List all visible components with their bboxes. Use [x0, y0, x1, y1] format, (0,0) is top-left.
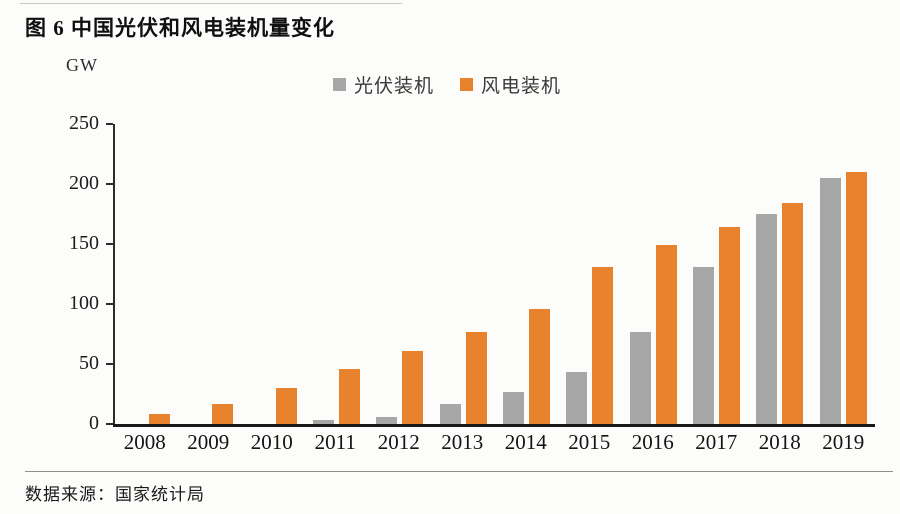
bar-group-2015 — [558, 124, 621, 424]
bar-solar-2015 — [566, 372, 588, 424]
bar-wind-2015 — [592, 266, 614, 424]
bar-group-2013 — [432, 124, 495, 424]
x-axis-labels: 2008 2009 2010 2011 2012 2013 2014 2015 2016 2017… — [113, 430, 875, 455]
x-axis-line — [113, 424, 875, 427]
bar-group-2017 — [685, 124, 748, 424]
bar-solar-2011 — [313, 420, 335, 424]
x-axis-label-2014: 2014 — [504, 430, 547, 454]
y-tick-50 — [106, 363, 113, 365]
bar-group-2014 — [495, 124, 558, 424]
legend-label-solar: 光伏装机 — [354, 76, 435, 97]
bar-wind-2009 — [212, 403, 234, 424]
bar-wind-2010 — [275, 388, 297, 424]
y-axis-unit-label: GW — [66, 55, 98, 75]
bar-groups — [115, 124, 875, 424]
y-axis-label-100: 100 — [69, 292, 99, 314]
x-axis-label-2009: 2009 — [187, 430, 230, 454]
bar-group-2012 — [368, 124, 431, 424]
x-axis-label-2013: 2013 — [441, 430, 484, 454]
legend-item-solar: 光伏装机 — [333, 71, 434, 98]
bottom-divider — [25, 471, 893, 472]
x-axis-label-2017: 2017 — [695, 430, 738, 454]
legend-label-wind: 风电装机 — [481, 76, 562, 97]
bar-solar-2018 — [756, 214, 778, 424]
bar-solar-2019 — [819, 178, 841, 424]
bar-wind-2016 — [655, 245, 677, 424]
x-axis-label-2018: 2018 — [758, 430, 801, 454]
y-axis-label-250: 250 — [69, 112, 99, 134]
y-tick-200 — [106, 183, 113, 185]
x-axis-label-2019: 2019 — [822, 430, 865, 454]
source-note: 数据来源：国家统计局 — [25, 485, 205, 504]
bar-wind-2017 — [719, 227, 741, 424]
y-tick-100 — [106, 303, 113, 305]
y-tick-150 — [106, 243, 113, 245]
bar-group-2010 — [242, 124, 305, 424]
y-axis-label-200: 200 — [69, 172, 99, 194]
bar-wind-2019 — [845, 172, 867, 424]
bar-group-2009 — [178, 124, 241, 424]
x-axis-label-2011: 2011 — [314, 430, 356, 454]
bar-solar-2012 — [376, 416, 398, 424]
solar-legend-swatch-icon — [333, 78, 346, 91]
y-tick-250 — [106, 123, 113, 125]
bar-group-2011 — [305, 124, 368, 424]
bar-wind-2013 — [465, 331, 487, 424]
bar-group-2019 — [812, 124, 875, 424]
bar-solar-2013 — [439, 403, 461, 424]
top-divider — [20, 3, 402, 4]
bar-group-2008 — [115, 124, 178, 424]
x-axis-label-2010: 2010 — [250, 430, 293, 454]
plot-area: 0 50 100 150 200 250 — [69, 112, 875, 434]
y-axis-label-0: 0 — [89, 412, 99, 434]
x-axis-label-2016: 2016 — [631, 430, 674, 454]
chart-legend: 光伏装机 风电装机 — [333, 71, 561, 98]
bar-group-2016 — [622, 124, 685, 424]
bar-wind-2018 — [782, 203, 804, 424]
x-axis-label-2015: 2015 — [568, 430, 611, 454]
wind-legend-swatch-icon — [460, 78, 474, 91]
bar-solar-2014 — [503, 391, 525, 424]
x-axis-label-2008: 2008 — [123, 430, 166, 454]
bar-wind-2008 — [149, 414, 171, 424]
figure-title: 图 6 中国光伏和风电装机量变化 — [25, 16, 335, 40]
legend-item-wind: 风电装机 — [460, 71, 561, 98]
y-axis-label-50: 50 — [79, 352, 99, 374]
x-axis-label-2012: 2012 — [377, 430, 420, 454]
bar-wind-2014 — [529, 308, 551, 424]
bar-wind-2012 — [402, 350, 424, 424]
bar-solar-2016 — [629, 331, 651, 424]
y-tick-0 — [106, 423, 113, 425]
bar-solar-2017 — [693, 266, 715, 424]
bar-wind-2011 — [339, 368, 361, 424]
bar-group-2018 — [748, 124, 811, 424]
y-axis-label-150: 150 — [69, 232, 99, 254]
